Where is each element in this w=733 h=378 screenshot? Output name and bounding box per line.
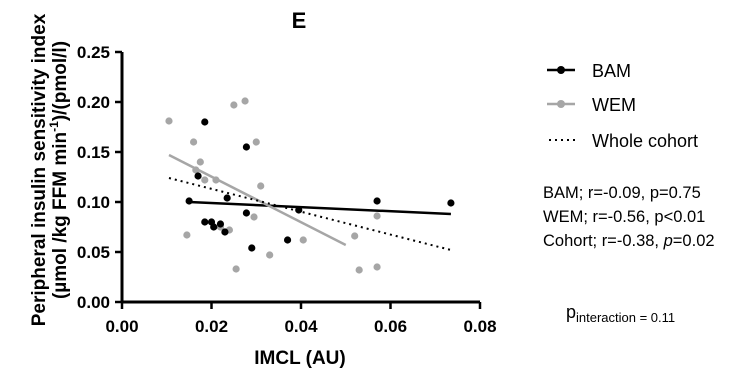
x-ticks: 0.00 0.02 0.04 0.06 0.08 bbox=[105, 302, 497, 336]
legend-item-wem: WEM bbox=[547, 95, 636, 115]
point-bam bbox=[210, 223, 218, 231]
point-wem bbox=[351, 232, 359, 240]
point-wem bbox=[266, 251, 274, 259]
point-bam bbox=[447, 199, 455, 207]
point-wem bbox=[241, 97, 249, 105]
stats-cohort: Cohort; r=-0.38, p=0.02 bbox=[543, 232, 715, 250]
point-bam bbox=[185, 197, 193, 205]
y-ticks: 0.00 0.05 0.10 0.15 0.20 0.25 bbox=[77, 43, 122, 312]
legend-marker-wem bbox=[557, 100, 565, 108]
x-tick-label: 0.06 bbox=[374, 317, 407, 336]
point-wem bbox=[190, 138, 198, 146]
x-axis-label: IMCL (AU) bbox=[254, 348, 345, 369]
y-axis-label-line1: Peripheral insulin sensitivity index bbox=[29, 13, 50, 326]
y-tick-label: 0.25 bbox=[77, 43, 110, 62]
point-wem bbox=[250, 213, 258, 221]
stats-bam: BAM; r=-0.09, p=0.75 bbox=[543, 184, 701, 202]
point-wem bbox=[196, 158, 204, 166]
y-tick-label: 0.05 bbox=[77, 243, 110, 262]
y-axis-label: Peripheral insulin sensitivity index (µm… bbox=[29, 13, 71, 326]
legend-label-bam: BAM bbox=[592, 61, 631, 81]
point-wem bbox=[230, 101, 238, 109]
point-bam bbox=[221, 228, 229, 236]
point-wem bbox=[299, 236, 307, 244]
y-tick-label: 0.10 bbox=[77, 193, 110, 212]
point-bam bbox=[295, 206, 303, 214]
point-bam bbox=[373, 197, 381, 205]
legend-label-cohort: Whole cohort bbox=[592, 131, 698, 151]
point-bam bbox=[242, 209, 251, 217]
point-wem bbox=[355, 266, 363, 274]
point-bam bbox=[242, 143, 251, 151]
point-bam bbox=[201, 118, 209, 126]
fit-lines bbox=[168, 153, 452, 251]
legend-marker-bam bbox=[557, 66, 565, 74]
fit-line-bam bbox=[189, 200, 451, 216]
point-wem bbox=[373, 212, 381, 220]
fit-line-whole-cohort bbox=[168, 177, 452, 251]
y-tick-label: 0.00 bbox=[77, 293, 110, 312]
y-axis-label-line2-prefix: (µmol /kg FFM min bbox=[50, 132, 71, 299]
point-bam bbox=[248, 244, 256, 252]
y-axis-label-line2-sup: -1 bbox=[47, 121, 61, 132]
point-wem bbox=[232, 265, 240, 273]
legend-label-wem: WEM bbox=[592, 95, 636, 115]
point-bam bbox=[283, 236, 292, 244]
p-interaction: pinteraction = 0.11 bbox=[566, 302, 675, 325]
x-tick-label: 0.00 bbox=[105, 317, 138, 336]
x-tick-label: 0.08 bbox=[463, 317, 496, 336]
point-bam bbox=[223, 194, 231, 202]
legend-item-cohort: Whole cohort bbox=[549, 131, 698, 151]
point-wem bbox=[373, 263, 381, 271]
point-wem bbox=[257, 182, 265, 190]
legend: BAM WEM Whole cohort bbox=[547, 61, 698, 151]
point-wem bbox=[165, 117, 173, 125]
panel-label: E bbox=[292, 8, 307, 33]
p-interaction-sub: interaction = 0.11 bbox=[576, 310, 675, 325]
point-bam bbox=[201, 218, 209, 226]
point-wem bbox=[252, 138, 260, 146]
legend-item-bam: BAM bbox=[547, 61, 631, 81]
y-tick-label: 0.15 bbox=[77, 143, 110, 162]
point-wem bbox=[192, 166, 200, 174]
y-axis-label-line2: (µmol /kg FFM min-1)/(pmol/l) bbox=[47, 41, 71, 299]
point-wem bbox=[201, 176, 209, 184]
data-points bbox=[165, 97, 455, 274]
point-wem bbox=[183, 231, 191, 239]
stats-wem: WEM; r=-0.56, p<0.01 bbox=[543, 208, 705, 226]
stats-cohort-prefix: Cohort; r=-0.38, bbox=[543, 232, 664, 250]
point-wem bbox=[212, 176, 220, 184]
stats-block: BAM; r=-0.09, p=0.75 WEM; r=-0.56, p<0.0… bbox=[543, 184, 715, 250]
x-tick-label: 0.04 bbox=[284, 317, 318, 336]
stats-cohort-p: p bbox=[663, 232, 673, 250]
x-tick-label: 0.02 bbox=[195, 317, 228, 336]
p-interaction-p: p bbox=[566, 302, 576, 322]
y-tick-label: 0.20 bbox=[77, 93, 110, 112]
y-axis-label-line2-suffix: )/(pmol/l) bbox=[50, 41, 71, 121]
stats-cohort-suffix: =0.02 bbox=[673, 232, 715, 250]
point-bam bbox=[216, 220, 225, 228]
point-bam bbox=[194, 172, 202, 180]
